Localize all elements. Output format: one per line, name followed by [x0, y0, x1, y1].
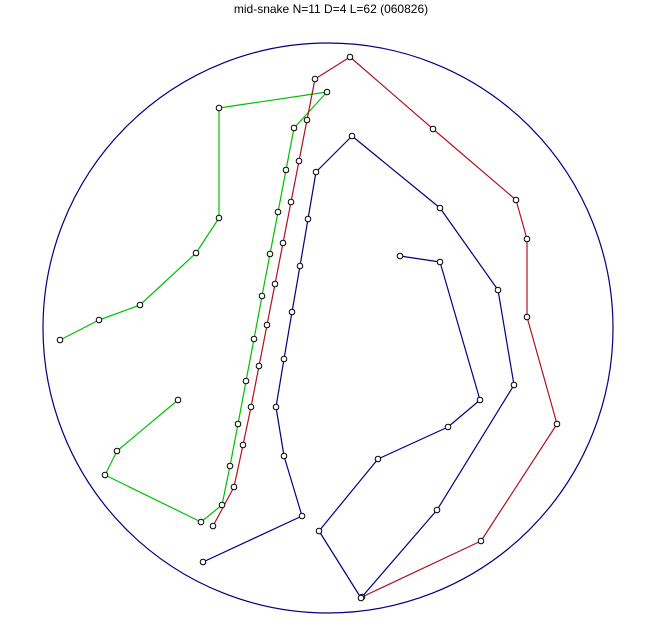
- vertex-marker[interactable]: [348, 132, 356, 140]
- vertex-marker[interactable]: [304, 215, 312, 223]
- enclosing-circle-boundary: [42, 42, 614, 614]
- series-group: [59, 56, 558, 599]
- vertex-marker[interactable]: [311, 75, 319, 83]
- vertex-marker[interactable]: [523, 235, 531, 243]
- vertex-marker[interactable]: [218, 501, 226, 509]
- vertex-marker[interactable]: [346, 53, 354, 61]
- vertex-marker[interactable]: [174, 396, 182, 404]
- vertex-marker[interactable]: [266, 250, 274, 258]
- polyline-red-snake: [212, 56, 558, 598]
- vertex-marker[interactable]: [374, 455, 382, 463]
- vertex-marker[interactable]: [477, 537, 485, 545]
- vertex-marker[interactable]: [258, 292, 266, 300]
- vertex-marker[interactable]: [523, 313, 531, 321]
- vertex-marker[interactable]: [136, 301, 144, 309]
- vertex-marker[interactable]: [95, 316, 103, 324]
- vertex-marker[interactable]: [56, 336, 64, 344]
- vertex-marker[interactable]: [476, 396, 484, 404]
- vertex-marker[interactable]: [323, 88, 331, 96]
- vertex-marker[interactable]: [280, 355, 288, 363]
- vertex-marker[interactable]: [199, 558, 207, 566]
- vertex-marker[interactable]: [287, 198, 295, 206]
- vertex-marker[interactable]: [272, 403, 280, 411]
- vertex-marker[interactable]: [247, 403, 255, 411]
- vertex-marker[interactable]: [280, 452, 288, 460]
- vertex-marker[interactable]: [209, 522, 217, 530]
- vertex-marker[interactable]: [274, 208, 282, 216]
- vertex-marker[interactable]: [436, 204, 444, 212]
- polyline-navy-snake: [202, 135, 515, 599]
- vertex-marker[interactable]: [357, 594, 365, 602]
- vertex-marker[interactable]: [298, 512, 306, 520]
- vertex-marker[interactable]: [512, 196, 520, 204]
- vertex-marker[interactable]: [312, 168, 320, 176]
- vertex-marker[interactable]: [271, 280, 279, 288]
- markers-group: [56, 53, 561, 602]
- vertex-marker[interactable]: [494, 286, 502, 294]
- vertex-marker[interactable]: [510, 381, 518, 389]
- vertex-marker[interactable]: [396, 252, 404, 260]
- vertex-marker[interactable]: [230, 483, 238, 491]
- vertex-marker[interactable]: [239, 441, 247, 449]
- vertex-marker[interactable]: [288, 308, 296, 316]
- vertex-marker[interactable]: [436, 258, 444, 266]
- vertex-marker[interactable]: [250, 335, 258, 343]
- vertex-marker[interactable]: [553, 420, 561, 428]
- vertex-marker[interactable]: [192, 249, 200, 257]
- vertex-marker[interactable]: [263, 321, 271, 329]
- vertex-marker[interactable]: [197, 518, 205, 526]
- vertex-marker[interactable]: [429, 125, 437, 133]
- vertex-marker[interactable]: [215, 104, 223, 112]
- vertex-marker[interactable]: [101, 471, 109, 479]
- vertex-marker[interactable]: [290, 124, 298, 132]
- vertex-marker[interactable]: [255, 362, 263, 370]
- vertex-marker[interactable]: [226, 462, 234, 470]
- vertex-marker[interactable]: [242, 377, 250, 385]
- vertex-marker[interactable]: [113, 447, 121, 455]
- vertex-marker[interactable]: [315, 527, 323, 535]
- vertex-marker[interactable]: [282, 166, 290, 174]
- vertex-marker[interactable]: [279, 239, 287, 247]
- vertex-marker[interactable]: [215, 214, 223, 222]
- vertex-marker[interactable]: [444, 423, 452, 431]
- vertex-marker[interactable]: [295, 157, 303, 165]
- vertex-marker[interactable]: [433, 506, 441, 514]
- page-title: mid-snake N=11 D=4 L=62 (060826): [233, 2, 429, 16]
- vertex-marker[interactable]: [234, 420, 242, 428]
- vertex-marker[interactable]: [296, 262, 304, 270]
- vertex-marker[interactable]: [303, 116, 311, 124]
